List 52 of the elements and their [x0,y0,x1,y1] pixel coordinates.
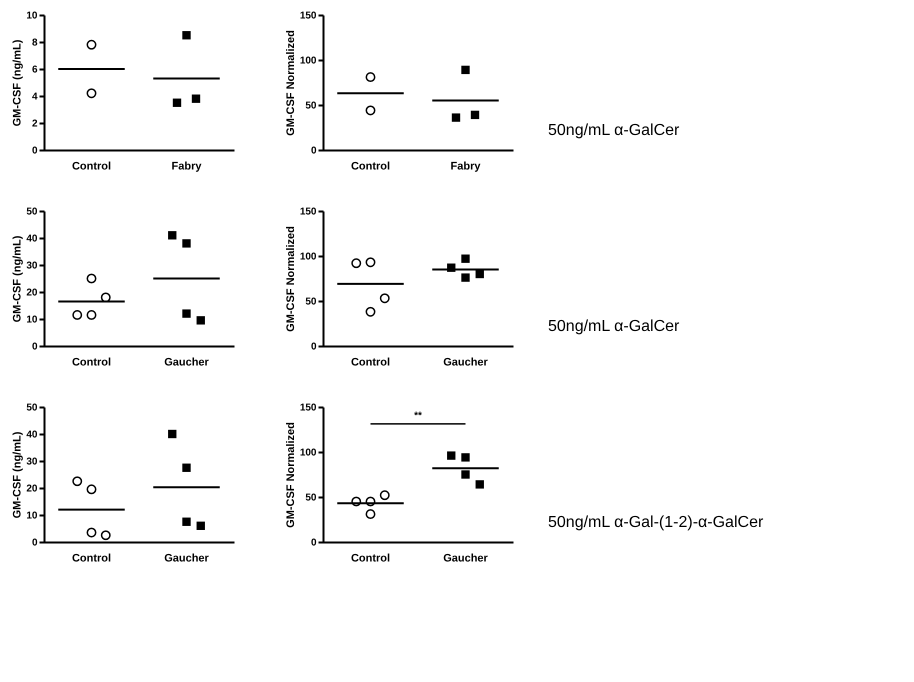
y-tick-label: 20 [26,484,38,494]
x-tick-label: Gaucher [443,552,489,564]
y-tick-label: 50 [305,296,317,308]
x-tick-label: Gaucher [443,356,489,368]
y-tick-label: 150 [300,402,317,414]
x-tick-label: Fabry [450,160,482,172]
y-axis-title: GM-CSF (ng/mL) [11,39,24,126]
y-tick-label: 10 [26,314,38,326]
y-tick-label: 4 [32,92,38,102]
y-tick-label: 0 [32,342,38,352]
y-axis-title: GM-CSF Normalized [284,422,297,528]
x-tick-label: Gaucher [164,356,210,368]
annotation: ** [414,410,422,422]
x-tick-label: Control [72,552,112,564]
y-tick-label: 100 [300,252,317,262]
y-tick-label: 6 [32,64,38,76]
y-axis-title: GM-CSF Normalized [284,30,297,136]
text: 50ng/mL α-GalCer [548,318,680,335]
y-axis-title: GM-CSF Normalized [284,226,297,332]
y-tick-label: 20 [26,288,38,298]
y-tick-label: 50 [305,100,317,112]
y-tick-label: 100 [300,448,317,458]
y-tick-label: 50 [26,402,38,414]
y-tick-label: 50 [305,492,317,504]
y-tick-label: 10 [26,510,38,522]
y-tick-label: 10 [26,10,38,22]
y-tick-label: 0 [310,342,317,352]
x-tick-label: Control [72,160,112,172]
x-tick-label: Control [350,356,390,368]
y-tick-label: 0 [310,538,317,548]
y-tick-label: 50 [26,206,38,218]
y-tick-label: 100 [300,56,317,66]
x-tick-label: Control [72,356,112,368]
x-tick-label: Control [350,552,390,564]
x-tick-label: Control [350,160,390,172]
y-tick-label: 2 [32,118,38,130]
y-tick-label: 0 [310,146,317,156]
y-tick-label: 150 [300,10,317,22]
x-tick-label: Gaucher [164,552,210,564]
y-tick-label: 30 [26,456,38,468]
y-axis-title: GM-CSF (ng/mL) [11,431,24,518]
y-tick-label: 40 [26,430,38,440]
text: 50ng/mL α-Gal-(1-2)-α-GalCer [548,514,764,531]
y-tick-label: 0 [32,146,38,156]
x-tick-label: Fabry [172,160,202,172]
y-tick-label: 8 [32,38,38,48]
y-tick-label: 0 [32,538,38,548]
y-tick-label: 40 [26,234,38,244]
text: 50ng/mL α-GalCer [548,122,680,139]
y-axis-title: GM-CSF (ng/mL) [11,235,24,322]
y-tick-label: 30 [26,260,38,272]
y-tick-label: 150 [300,206,317,218]
